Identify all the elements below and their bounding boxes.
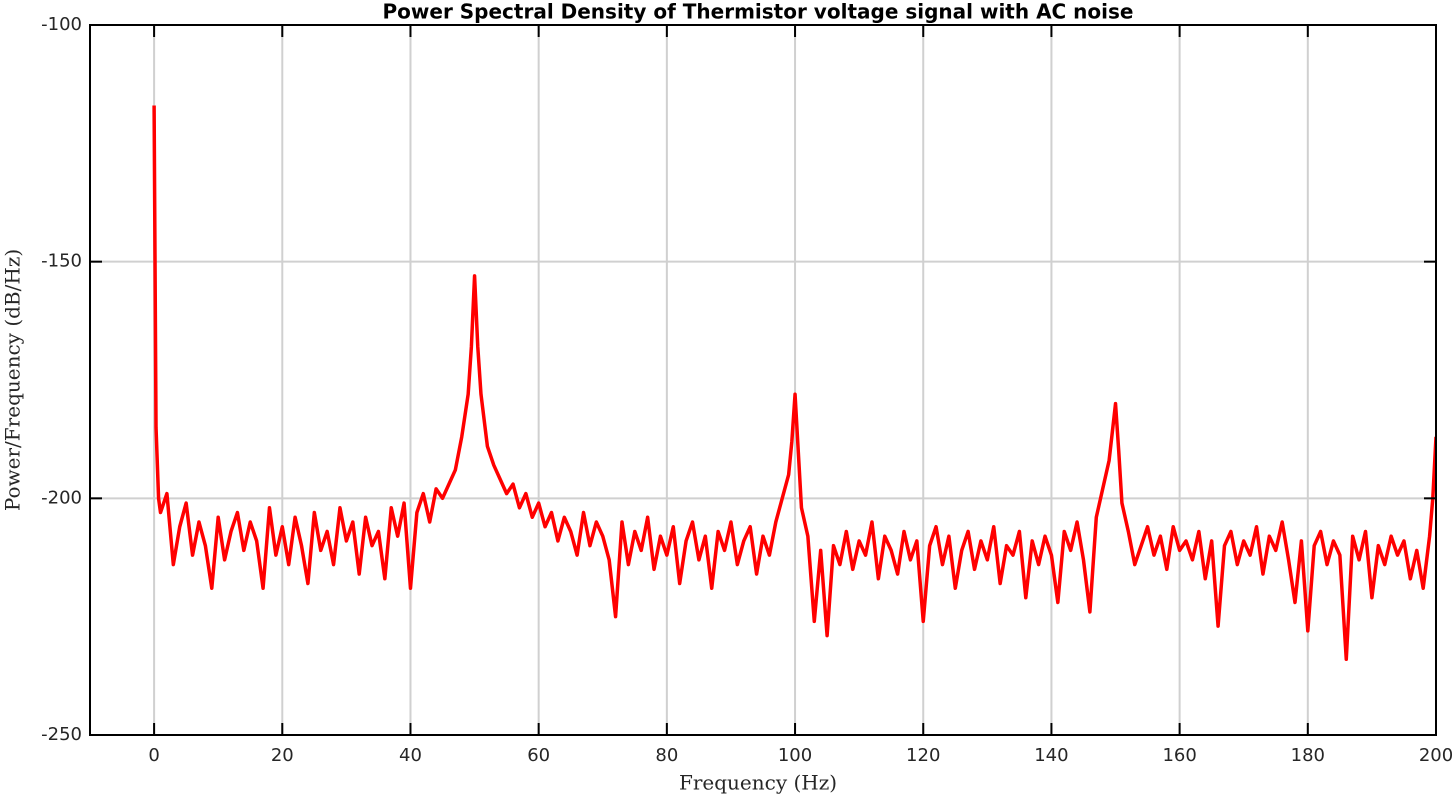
x-axis-label: Frequency (Hz) [679, 771, 837, 795]
x-tick-label: 60 [527, 745, 550, 766]
x-tick-label: 40 [399, 745, 422, 766]
x-tick-label: 0 [148, 745, 159, 766]
plot-area [152, 105, 1436, 662]
axes-box [89, 24, 1437, 736]
y-tick-label: -200 [41, 487, 82, 508]
psd-line [152, 105, 1436, 662]
x-tick-label: 200 [1419, 745, 1453, 766]
x-tick-label: 180 [1291, 745, 1325, 766]
x-tick-label: 80 [655, 745, 678, 766]
y-axis-label: Power/Frequency (dB/Hz) [1, 249, 25, 511]
x-tick-label: 120 [906, 745, 940, 766]
y-tick-label: -150 [41, 251, 82, 272]
x-tick-label: 20 [271, 745, 294, 766]
grid [90, 24, 1437, 736]
axes: 0 20 40 60 80 100 120 140 160 180 200 -250 -200 -150 -… [41, 14, 1453, 766]
chart-title: Power Spectral Density of Thermistor vol… [383, 0, 1134, 24]
y-tick-label: -250 [41, 724, 82, 745]
y-tick-label: -100 [41, 14, 82, 35]
x-tick-label: 140 [1034, 745, 1068, 766]
x-tick-label: 160 [1162, 745, 1196, 766]
x-tick-label: 100 [778, 745, 812, 766]
